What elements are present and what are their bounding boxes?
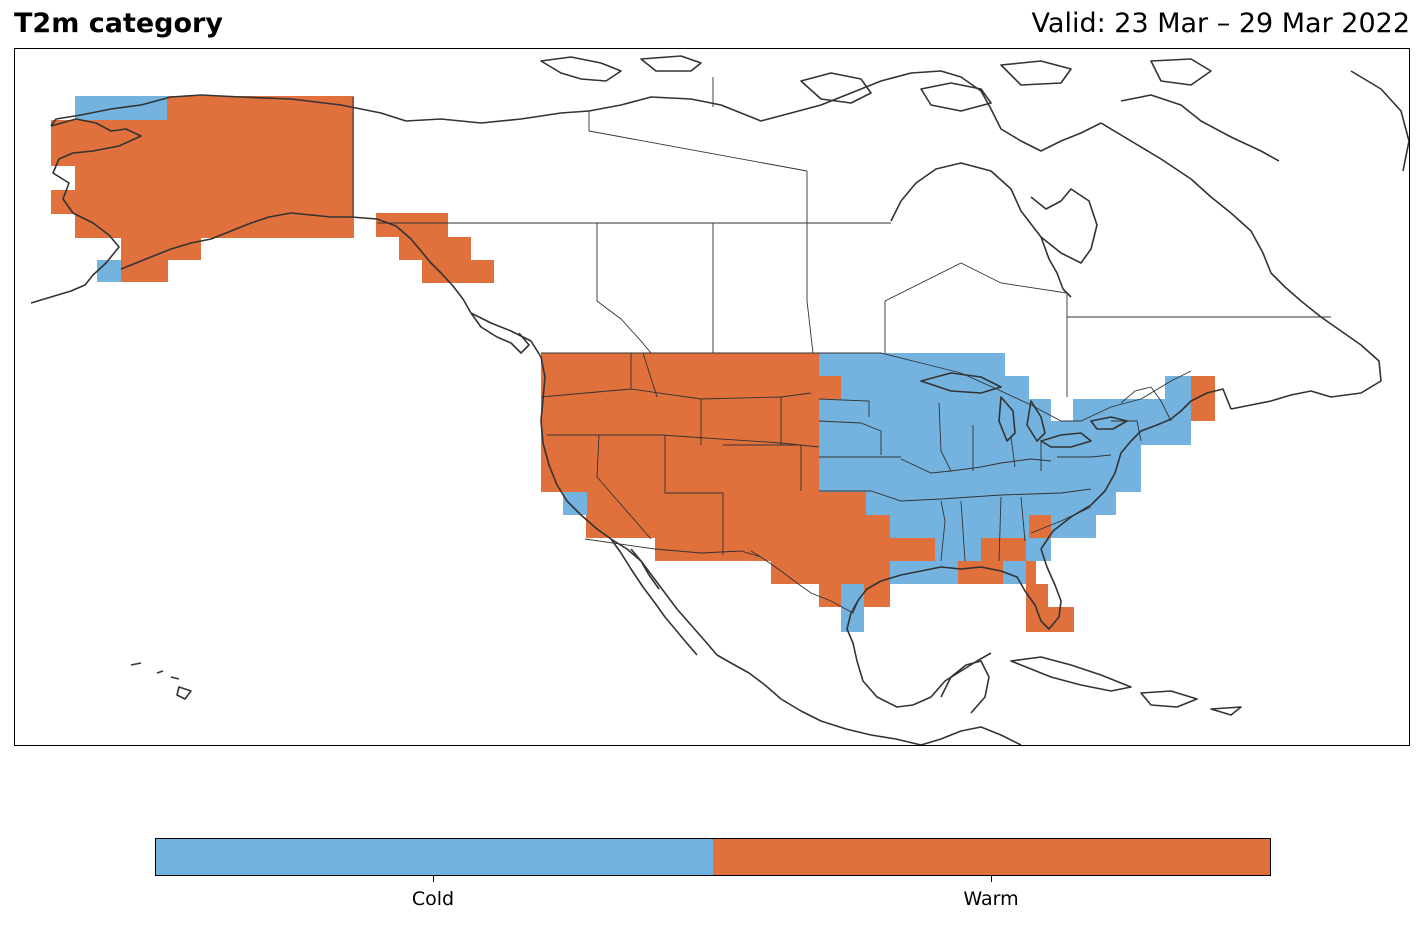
- warm-grid-cell: [958, 561, 1003, 584]
- cold-grid-cell: [819, 353, 1005, 376]
- caribbean-islands: [1010, 656, 1242, 716]
- colorbar-label-warm: Warm: [963, 888, 1019, 910]
- cold-grid-cell: [1165, 376, 1191, 399]
- us-east-coast: [1040, 388, 1232, 550]
- warm-grid-cell: [981, 538, 1026, 561]
- bc-coast: [470, 312, 530, 354]
- colorbar-tick-cold: [433, 876, 434, 882]
- baffin-coast: [1120, 94, 1280, 162]
- map-canvas: [30, 55, 1409, 745]
- hudson-bay-coast: [890, 162, 1098, 264]
- cold-grid-cell: [1003, 561, 1026, 584]
- map-panel: [14, 48, 1410, 746]
- hawaii: [130, 662, 192, 700]
- warm-grid-cell: [586, 515, 819, 538]
- warm-grid-cell: [819, 584, 841, 607]
- greenland-coast: [1350, 70, 1409, 172]
- colorbar: [155, 838, 1271, 876]
- map-title: T2m category: [14, 8, 223, 39]
- colorbar-tick-warm: [991, 876, 992, 882]
- warm-grid-cell: [376, 213, 448, 237]
- warm-grid-cell: [75, 214, 354, 238]
- valid-period: Valid: 23 Mar – 29 Mar 2022: [1031, 8, 1410, 39]
- colorbar-label-cold: Cold: [411, 888, 455, 910]
- central-america-coast: [920, 726, 1022, 745]
- warm-grid-cell: [819, 492, 866, 584]
- coastlines: [30, 55, 1409, 745]
- labrador-coast: [1100, 122, 1382, 410]
- us-state-borders: [540, 352, 1172, 562]
- warm-grid-cell: [864, 584, 890, 607]
- cold-grid-cell: [890, 515, 1029, 538]
- warm-grid-cell: [167, 96, 354, 120]
- us-west-coast: [470, 312, 718, 656]
- warm-grid-cell: [541, 399, 819, 469]
- warm-grid-cell: [399, 237, 471, 260]
- canada-province-borders: [377, 77, 1331, 397]
- warm-grid-cell: [121, 238, 201, 260]
- cold-grid-cell: [97, 260, 121, 282]
- cold-grid-cell: [935, 538, 981, 561]
- cold-grid-cell: [563, 492, 587, 515]
- cold-grid-cell: [819, 469, 1141, 492]
- warm-grid-cell: [1026, 561, 1036, 584]
- warm-grid-cell: [1029, 515, 1051, 538]
- warm-grid-cell: [121, 260, 168, 282]
- cold-grid-cell: [1005, 376, 1029, 399]
- canada-arctic-coast: [405, 70, 1102, 152]
- yucatan-coast: [940, 660, 990, 714]
- cold-grid-cell: [1026, 538, 1051, 561]
- cold-grid-cell: [866, 492, 1116, 515]
- colorbar-cold-segment: [156, 839, 713, 875]
- warm-grid-cell: [422, 260, 494, 283]
- political-borders: [352, 77, 1331, 614]
- alaska-north-coast: [50, 94, 407, 127]
- warm-grid-cell: [866, 515, 890, 584]
- warm-grid-cell: [541, 353, 819, 399]
- cold-grid-cell: [890, 561, 958, 584]
- warm-grid-cell: [890, 538, 935, 561]
- us-mexico-border: [584, 538, 860, 614]
- warm-grid-cell: [819, 376, 841, 399]
- warm-grid-cell: [771, 561, 819, 584]
- us-canada-border: [541, 352, 1192, 422]
- warm-grid-cell: [51, 190, 354, 214]
- baja-california: [610, 538, 698, 656]
- warm-grid-cell: [655, 538, 819, 561]
- warm-grid-cell: [1026, 584, 1048, 607]
- warm-grid-cell: [51, 120, 354, 166]
- alaska-coastline: [30, 118, 472, 314]
- warm-grid-cell: [574, 492, 819, 515]
- gulf-coast: [846, 548, 1062, 708]
- cold-grid-cell: [841, 607, 864, 632]
- category-grid: [51, 96, 1215, 632]
- warm-grid-cell: [541, 469, 819, 492]
- cold-grid-cell: [841, 584, 864, 607]
- mexico-coast: [716, 654, 922, 745]
- warm-grid-cell: [75, 166, 354, 190]
- colorbar-warm-segment: [713, 839, 1270, 875]
- james-bay-coast: [1040, 236, 1072, 298]
- arctic-islands: [540, 55, 1212, 112]
